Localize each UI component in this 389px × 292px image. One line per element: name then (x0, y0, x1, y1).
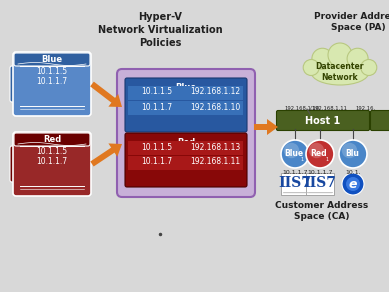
Text: 10.1.: 10.1. (345, 170, 361, 175)
Text: 10.1.1.5: 10.1.1.5 (37, 147, 68, 157)
Text: Datacenter
Network: Datacenter Network (316, 62, 364, 82)
Text: 192.168.1.11: 192.168.1.11 (190, 157, 240, 166)
FancyBboxPatch shape (13, 52, 91, 116)
Polygon shape (90, 82, 122, 107)
FancyBboxPatch shape (125, 133, 247, 187)
Text: IIS7: IIS7 (303, 176, 336, 190)
Circle shape (306, 140, 334, 168)
Text: 10.1.1.7: 10.1.1.7 (282, 170, 308, 175)
FancyBboxPatch shape (13, 132, 91, 196)
Circle shape (342, 173, 364, 195)
Circle shape (303, 60, 319, 76)
Text: 1: 1 (300, 157, 303, 162)
Polygon shape (90, 143, 122, 166)
FancyBboxPatch shape (117, 69, 255, 197)
FancyBboxPatch shape (14, 133, 90, 146)
Text: Hyper-V
Network Virtualization
Policies: Hyper-V Network Virtualization Policies (98, 12, 222, 48)
Text: Red: Red (311, 149, 327, 157)
Text: Blue: Blue (175, 83, 196, 92)
Circle shape (284, 143, 299, 158)
Text: Host 1: Host 1 (305, 116, 341, 126)
Text: 192.168.1.10: 192.168.1.10 (190, 102, 240, 112)
Circle shape (281, 140, 309, 168)
Circle shape (309, 143, 324, 158)
Circle shape (342, 143, 357, 158)
Text: 10.1.1.7: 10.1.1.7 (142, 157, 173, 166)
FancyBboxPatch shape (306, 173, 334, 195)
Circle shape (361, 60, 377, 76)
Text: Customer Address
Space (CA): Customer Address Space (CA) (275, 201, 369, 221)
Text: Red: Red (43, 135, 61, 143)
Text: 10.1.1.7: 10.1.1.7 (37, 77, 68, 86)
FancyBboxPatch shape (125, 78, 247, 132)
FancyBboxPatch shape (10, 66, 22, 102)
Text: e: e (349, 178, 357, 190)
Text: 192.16.: 192.16. (355, 106, 375, 111)
Text: 10.1.1.7: 10.1.1.7 (142, 102, 173, 112)
FancyBboxPatch shape (10, 146, 22, 182)
FancyBboxPatch shape (128, 100, 244, 114)
Text: /192.168.1.11: /192.168.1.11 (310, 106, 347, 111)
Text: IIS7: IIS7 (279, 176, 312, 190)
Text: 10.1.1.5: 10.1.1.5 (142, 142, 173, 152)
FancyBboxPatch shape (128, 86, 244, 100)
Text: 192.168.1.13: 192.168.1.13 (190, 142, 240, 152)
Text: Blue: Blue (42, 55, 63, 63)
Text: 10.1.1.5: 10.1.1.5 (37, 67, 68, 77)
Polygon shape (254, 119, 278, 135)
FancyBboxPatch shape (14, 53, 90, 66)
Text: Blue: Blue (284, 149, 303, 157)
Circle shape (312, 48, 333, 69)
Circle shape (346, 177, 360, 191)
FancyBboxPatch shape (128, 156, 244, 169)
Text: 10.1.1.7: 10.1.1.7 (37, 157, 68, 166)
Text: Provider Address
Space (PA): Provider Address Space (PA) (314, 12, 389, 32)
FancyBboxPatch shape (277, 110, 370, 131)
FancyBboxPatch shape (128, 140, 244, 154)
Text: 10.1.1.5: 10.1.1.5 (142, 88, 173, 96)
Text: 192.168.1.10: 192.168.1.10 (284, 106, 319, 111)
Circle shape (328, 43, 352, 67)
Circle shape (347, 48, 368, 69)
Text: Blu: Blu (345, 149, 359, 157)
Text: 1: 1 (326, 157, 329, 162)
Circle shape (339, 140, 367, 168)
FancyBboxPatch shape (370, 110, 389, 131)
Text: 192.168.1.12: 192.168.1.12 (190, 88, 240, 96)
Text: Red: Red (177, 138, 195, 147)
Ellipse shape (311, 60, 369, 85)
FancyBboxPatch shape (281, 173, 309, 195)
Text: 10.1.1.7: 10.1.1.7 (307, 170, 333, 175)
